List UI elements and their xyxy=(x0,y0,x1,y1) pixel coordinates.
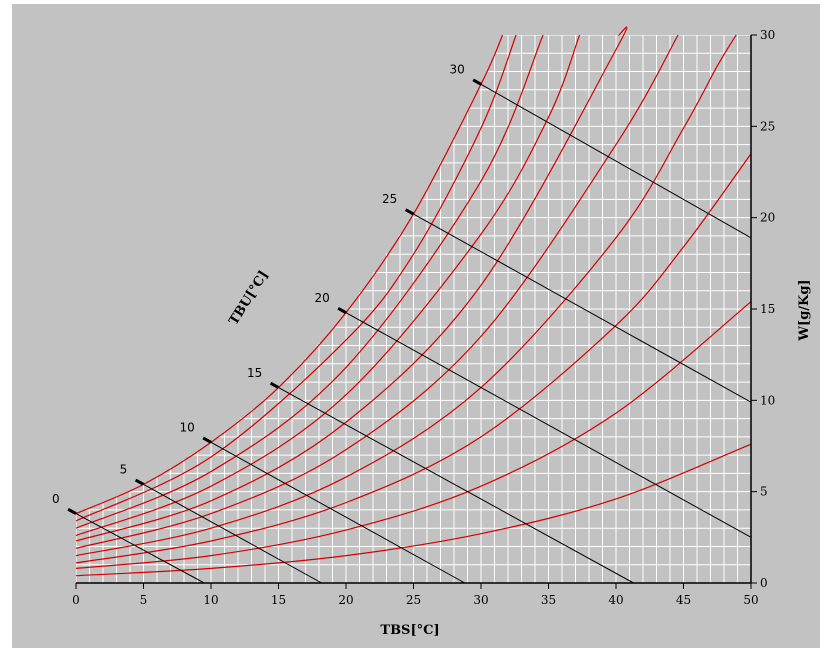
x-tick-label: 45 xyxy=(676,593,691,607)
wet-bulb-line-20 xyxy=(345,312,752,538)
rh-curve-70 xyxy=(75,34,581,537)
x-tick-label: 30 xyxy=(473,593,488,607)
wet-bulb-label-5: 5 xyxy=(120,463,128,477)
wet-bulb-tick-25 xyxy=(404,208,415,216)
y-tick-label: 10 xyxy=(760,393,775,407)
x-axis-title: TBS[°C] xyxy=(380,623,439,638)
wet-bulb-tick-0 xyxy=(67,507,77,515)
y-tick-label: 20 xyxy=(760,211,775,225)
y-tick-label: 25 xyxy=(760,119,775,133)
rh-curve-10 xyxy=(75,443,752,577)
x-tick-label: 20 xyxy=(338,593,353,607)
rh-curve-30 xyxy=(75,153,752,564)
rh-curve-80 xyxy=(75,34,544,529)
chart-background xyxy=(12,4,820,648)
x-tick-label: 0 xyxy=(72,593,80,607)
rh-curve-40 xyxy=(75,34,737,557)
wet-bulb-label-25: 25 xyxy=(382,192,397,206)
wet-bulb-line-0 xyxy=(75,513,205,584)
rh-curve-20 xyxy=(75,301,752,569)
wet-bulb-label-15: 15 xyxy=(247,366,262,380)
x-tick-label: 15 xyxy=(271,593,286,607)
wet-bulb-tick-5 xyxy=(134,478,145,486)
x-tick-label: 40 xyxy=(608,593,623,607)
wet-bulb-line-15 xyxy=(278,387,634,584)
wet-bulb-label-0: 0 xyxy=(52,492,60,506)
y-tick-label: 0 xyxy=(760,576,768,590)
wet-bulb-family-title: TBU[°C] xyxy=(226,268,271,328)
x-tick-label: 50 xyxy=(743,593,758,607)
x-tick-label: 5 xyxy=(140,593,148,607)
wet-bulb-label-30: 30 xyxy=(450,62,465,76)
wet-bulb-line-30 xyxy=(480,83,752,239)
wet-bulb-line-10 xyxy=(210,441,466,584)
wet-bulb-label-10: 10 xyxy=(179,421,194,435)
wet-bulb-lines: 0 5 10 15 20 25 30 xyxy=(52,62,752,584)
y-axis-title: W[g/Kg] xyxy=(797,279,812,341)
rh-curve-100 xyxy=(75,34,504,515)
wet-bulb-tick-30 xyxy=(472,78,482,86)
wet-bulb-line-25 xyxy=(413,213,752,403)
y-tick-label: 5 xyxy=(760,485,768,499)
rh-curve-90 xyxy=(75,34,517,522)
wet-bulb-label-20: 20 xyxy=(314,291,329,305)
y-tick-label: 15 xyxy=(760,302,775,316)
wet-bulb-tick-20 xyxy=(337,306,347,314)
wet-bulb-line-5 xyxy=(143,483,322,584)
rh-curve-50 xyxy=(75,34,679,549)
wet-bulb-tick-15 xyxy=(269,381,280,389)
relative-humidity-curves xyxy=(75,26,752,577)
x-tick-label: 25 xyxy=(406,593,421,607)
y-tick-label: 30 xyxy=(760,28,775,42)
rh-curve-60 xyxy=(75,26,628,542)
x-tick-label: 35 xyxy=(541,593,556,607)
x-tick-label: 10 xyxy=(203,593,218,607)
wet-bulb-tick-10 xyxy=(202,436,212,444)
